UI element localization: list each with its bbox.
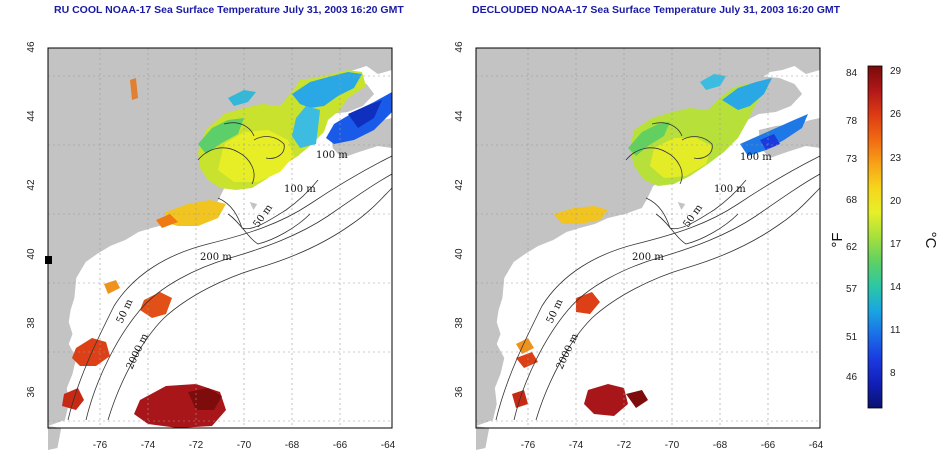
lon-tick: -68 (713, 440, 728, 451)
f-tick: 68 (846, 195, 858, 206)
colorbar-celsius-ticks: 29 26 23 20 17 14 11 8 (890, 66, 902, 379)
map-frame (47, 47, 393, 429)
map-panel-right: 100 m 100 m 50 m 200 m 50 m 2000 m -76 -… (454, 41, 824, 451)
lon-tick: -66 (761, 440, 776, 451)
f-tick: 57 (846, 284, 858, 295)
bathymetry-contours (495, 122, 821, 421)
lat-tick: 44 (454, 110, 465, 122)
celsius-unit-label: °C (922, 232, 939, 249)
map-title-left: RU COOL NOAA-17 Sea Surface Temperature … (54, 4, 404, 16)
contour-label: 200 m (200, 252, 232, 263)
lon-tick: -66 (333, 440, 348, 451)
bathymetry-contours (67, 122, 393, 421)
f-tick: 62 (846, 242, 858, 253)
lat-tick: 44 (26, 110, 37, 122)
c-tick: 23 (890, 153, 902, 164)
contour-label: 100 m (316, 150, 348, 161)
c-tick: 29 (890, 66, 902, 77)
lat-tick: 40 (26, 248, 37, 260)
gridlines (476, 48, 820, 428)
lat-axis-left: 36 38 40 42 44 46 (26, 41, 37, 398)
lon-tick: -64 (809, 440, 824, 451)
f-tick: 51 (846, 332, 858, 343)
c-tick: 26 (890, 109, 902, 120)
lon-tick: -64 (381, 440, 396, 451)
lat-tick: 42 (454, 179, 465, 191)
lon-axis-right: -76 -74 -72 -70 -68 -66 -64 (521, 440, 824, 451)
contour-label: 100 m (714, 184, 746, 195)
lon-tick: -72 (189, 440, 204, 451)
lat-tick: 40 (454, 248, 465, 260)
map-title-right: DECLOUDED NOAA-17 Sea Surface Temperatur… (472, 4, 841, 16)
lon-tick: -70 (665, 440, 680, 451)
contour-label: 100 m (740, 152, 772, 163)
colorbar-fahrenheit-ticks: 84 78 73 68 62 57 51 46 (846, 68, 858, 383)
lon-tick: -76 (521, 440, 536, 451)
gridlines (48, 48, 392, 428)
colorbar: 84 78 73 68 62 57 51 46 29 26 23 20 17 1… (829, 65, 939, 409)
c-tick: 14 (890, 282, 902, 293)
fahrenheit-unit-label: °F (829, 232, 846, 247)
lat-tick: 36 (26, 386, 37, 398)
lat-tick: 46 (454, 41, 465, 53)
map-frame (475, 47, 821, 429)
f-tick: 78 (846, 116, 858, 127)
colorbar-scale (867, 65, 883, 409)
lat-axis-right: 36 38 40 42 44 46 (454, 41, 465, 398)
map-panel-left: 100 m 100 m 50 m 200 m 50 m 2000 m -76 -… (26, 41, 396, 451)
lon-tick: -74 (141, 440, 156, 451)
f-tick: 84 (846, 68, 858, 79)
sst-field-right (512, 74, 808, 416)
contour-label: 100 m (284, 184, 316, 195)
lat-tick: 36 (454, 386, 465, 398)
lon-tick: -76 (93, 440, 108, 451)
lon-tick: -70 (237, 440, 252, 451)
lon-axis-left: -76 -74 -72 -70 -68 -66 -64 (93, 440, 396, 451)
c-tick: 20 (890, 196, 902, 207)
lon-tick: -74 (569, 440, 584, 451)
c-tick: 11 (890, 325, 901, 336)
lat-tick: 42 (26, 179, 37, 191)
c-tick: 8 (890, 368, 896, 379)
f-tick: 73 (846, 154, 858, 165)
contour-label: 200 m (632, 252, 664, 263)
lon-tick: -72 (617, 440, 632, 451)
c-tick: 17 (890, 239, 902, 250)
lat-tick: 38 (26, 317, 37, 329)
lat-tick: 46 (26, 41, 37, 53)
f-tick: 46 (846, 372, 858, 383)
lat-tick: 38 (454, 317, 465, 329)
lon-tick: -68 (285, 440, 300, 451)
